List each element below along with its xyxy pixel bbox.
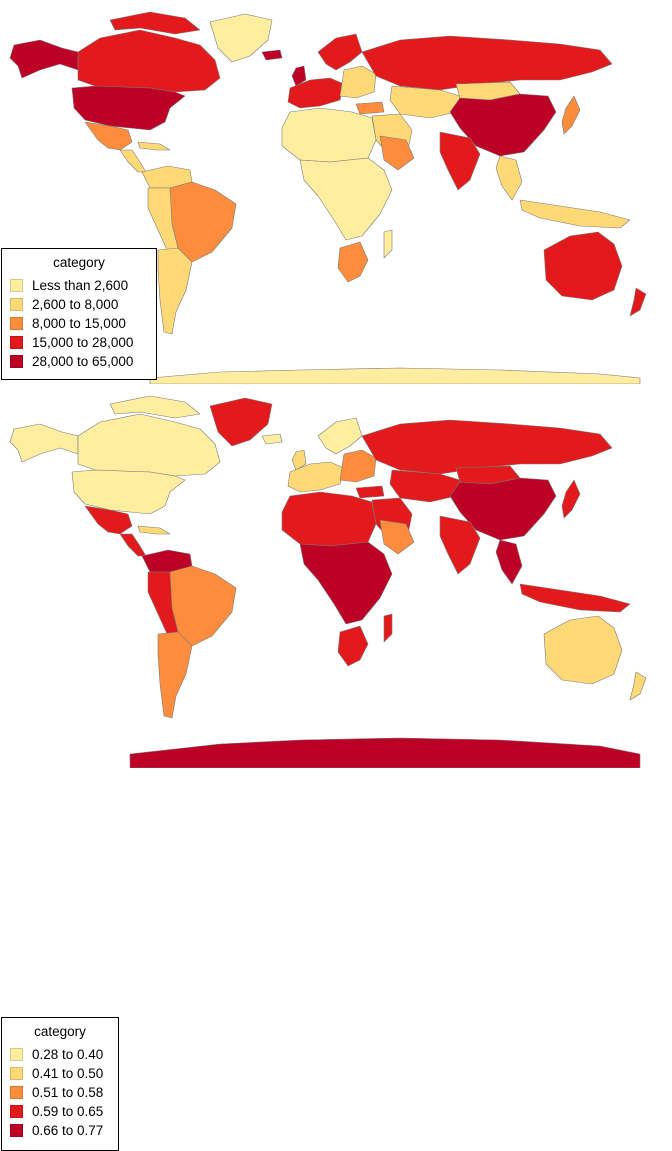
region-scandinavia bbox=[317, 417, 363, 455]
region-south-africa bbox=[337, 625, 369, 667]
legend-item: 28,000 to 65,000 bbox=[10, 352, 148, 371]
region-canada-islands bbox=[109, 11, 201, 35]
legend-top: category Less than 2,600 2,600 to 8,000 … bbox=[1, 248, 157, 380]
legend-label: 0.59 to 0.65 bbox=[32, 1104, 104, 1119]
region-arabia bbox=[379, 135, 415, 171]
legend-swatch bbox=[10, 1067, 23, 1080]
region-india bbox=[439, 131, 481, 191]
region-canada bbox=[77, 29, 221, 93]
legend-label: 15,000 to 28,000 bbox=[32, 335, 134, 350]
region-turkey bbox=[355, 101, 385, 115]
region-russia bbox=[361, 419, 613, 475]
region-se-asia bbox=[495, 539, 523, 585]
region-south-africa bbox=[337, 241, 369, 283]
region-australia bbox=[543, 231, 623, 301]
region-usa bbox=[71, 469, 186, 515]
region-antarctica bbox=[149, 367, 641, 384]
legend-label: 0.41 to 0.50 bbox=[32, 1066, 104, 1081]
region-alaska bbox=[9, 423, 79, 463]
region-greenland bbox=[209, 397, 273, 447]
region-madagascar bbox=[383, 613, 393, 643]
legend-label: 28,000 to 65,000 bbox=[32, 354, 134, 369]
region-china bbox=[449, 93, 557, 157]
region-central-america bbox=[119, 533, 147, 557]
legend-label: 2,600 to 8,000 bbox=[32, 297, 119, 312]
legend-item: Less than 2,600 bbox=[10, 276, 148, 295]
region-north-africa bbox=[281, 491, 377, 547]
region-iceland bbox=[261, 49, 283, 61]
region-china bbox=[449, 477, 557, 541]
region-japan bbox=[561, 479, 581, 519]
legend-swatch bbox=[10, 279, 23, 292]
region-canada bbox=[77, 413, 221, 477]
legend-title: category bbox=[53, 255, 105, 270]
legend-bottom: category 0.28 to 0.40 0.41 to 0.50 0.51 … bbox=[1, 1017, 119, 1151]
legend-item: 0.59 to 0.65 bbox=[10, 1102, 110, 1121]
legend-swatch bbox=[10, 298, 23, 311]
region-uk bbox=[291, 449, 307, 471]
region-iceland bbox=[261, 433, 283, 445]
region-scandinavia bbox=[317, 33, 363, 71]
region-central-asia bbox=[389, 469, 461, 503]
region-eastern-europe bbox=[339, 449, 377, 483]
region-new-zealand bbox=[629, 671, 647, 701]
legend-item: 0.66 to 0.77 bbox=[10, 1121, 110, 1140]
region-central-africa bbox=[299, 541, 393, 625]
region-eastern-europe bbox=[339, 65, 377, 99]
region-new-zealand bbox=[629, 287, 647, 317]
legend-label: 0.28 to 0.40 bbox=[32, 1047, 104, 1062]
region-canada-islands bbox=[109, 395, 201, 419]
legend-item: 0.41 to 0.50 bbox=[10, 1064, 110, 1083]
region-se-asia bbox=[495, 155, 523, 201]
region-western-europe bbox=[287, 77, 345, 109]
world-map-top bbox=[9, 11, 647, 384]
legend-item: 0.28 to 0.40 bbox=[10, 1045, 110, 1064]
region-japan bbox=[561, 95, 581, 135]
region-western-europe bbox=[287, 461, 345, 493]
region-mexico bbox=[84, 505, 133, 535]
region-alaska bbox=[9, 39, 79, 79]
legend-label: Less than 2,600 bbox=[32, 278, 129, 293]
world-map-bottom bbox=[9, 395, 647, 768]
region-usa bbox=[71, 85, 186, 131]
region-indonesia bbox=[519, 583, 631, 613]
legend-item: 0.51 to 0.58 bbox=[10, 1083, 110, 1102]
legend-label: 0.66 to 0.77 bbox=[32, 1123, 104, 1138]
region-mexico bbox=[84, 121, 133, 151]
region-greenland bbox=[209, 13, 273, 63]
region-madagascar bbox=[383, 229, 393, 259]
region-india bbox=[439, 515, 481, 575]
legend-swatch bbox=[10, 1048, 23, 1061]
region-uk bbox=[291, 65, 307, 87]
region-russia bbox=[361, 35, 613, 91]
legend-swatch bbox=[10, 1124, 23, 1137]
region-central-america bbox=[119, 149, 147, 173]
legend-swatch bbox=[10, 355, 23, 368]
region-caribbean bbox=[137, 141, 171, 151]
legend-swatch bbox=[10, 317, 23, 330]
legend-swatch bbox=[10, 1105, 23, 1118]
region-australia bbox=[543, 615, 623, 685]
legend-item: 2,600 to 8,000 bbox=[10, 295, 148, 314]
region-caribbean bbox=[137, 525, 171, 535]
region-central-africa bbox=[299, 157, 393, 241]
region-arabia bbox=[379, 519, 415, 555]
legend-label: 0.51 to 0.58 bbox=[32, 1085, 104, 1100]
legend-item: 15,000 to 28,000 bbox=[10, 333, 148, 352]
choropleth-map-bottom: category 0.28 to 0.40 0.41 to 0.50 0.51 … bbox=[0, 384, 672, 1151]
region-argentina-chile bbox=[157, 247, 193, 335]
legend-swatch bbox=[10, 336, 23, 349]
region-antarctica bbox=[129, 737, 641, 768]
legend-swatch bbox=[10, 1086, 23, 1099]
region-argentina-chile bbox=[157, 631, 193, 719]
legend-label: 8,000 to 15,000 bbox=[32, 316, 126, 331]
region-indonesia bbox=[519, 199, 631, 229]
choropleth-map-top: category Less than 2,600 2,600 to 8,000 … bbox=[0, 0, 672, 384]
legend-title: category bbox=[34, 1024, 86, 1039]
region-turkey bbox=[355, 485, 385, 499]
region-north-africa bbox=[281, 107, 377, 163]
region-central-asia bbox=[389, 85, 461, 119]
legend-item: 8,000 to 15,000 bbox=[10, 314, 148, 333]
